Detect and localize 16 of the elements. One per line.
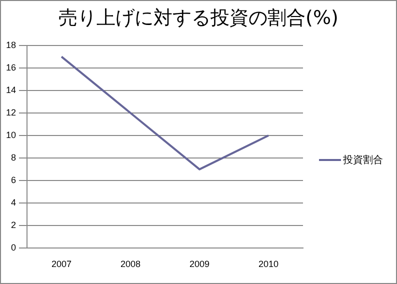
- y-tick-label: 14: [6, 84, 16, 95]
- y-tick-label: 16: [6, 62, 16, 72]
- y-tick-label: 0: [10, 242, 16, 253]
- y-tick-label: 4: [10, 198, 16, 208]
- x-tick-label: 2007: [51, 259, 72, 270]
- y-tick-label: 8: [10, 152, 16, 163]
- y-tick-label: 18: [6, 40, 16, 50]
- x-tick-label: 2009: [189, 259, 210, 270]
- y-tick-label: 2: [10, 220, 16, 230]
- chart-title: 売り上げに対する投資の割合(%): [58, 6, 340, 31]
- x-tick-label: 2010: [258, 259, 279, 270]
- legend-label: 投資割合: [342, 154, 383, 167]
- y-tick-label: 10: [6, 130, 16, 140]
- y-tick-label: 6: [10, 175, 16, 186]
- y-tick-label: 12: [6, 107, 16, 118]
- x-tick-label: 2008: [120, 259, 141, 270]
